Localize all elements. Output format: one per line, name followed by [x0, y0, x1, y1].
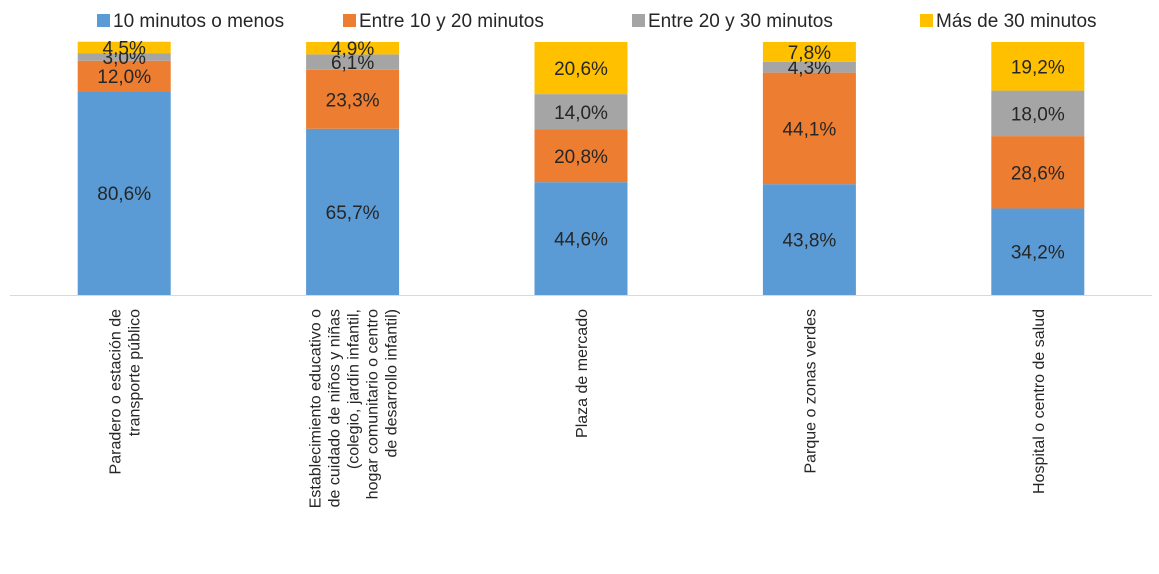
- data-label: 7,8%: [788, 43, 831, 64]
- bar-segment: [991, 42, 1085, 91]
- bar-segment: [77, 41, 171, 54]
- data-label: 44,6%: [554, 230, 608, 251]
- bar-segment: [762, 72, 856, 185]
- bar-segment: [77, 53, 171, 61]
- data-label: 23,3%: [326, 90, 380, 111]
- bar-segment: [306, 54, 400, 70]
- legend-label: Más de 30 minutos: [936, 11, 1097, 32]
- legend-swatch: [920, 14, 933, 27]
- data-label: 80,6%: [97, 184, 151, 205]
- data-label: 12,0%: [97, 67, 151, 88]
- bar-segment: [762, 184, 856, 295]
- legend-label: Entre 20 y 30 minutos: [648, 11, 833, 32]
- data-label: 43,8%: [782, 231, 836, 252]
- bar-segment: [991, 90, 1085, 137]
- bar-segment: [306, 42, 400, 55]
- data-label: 19,2%: [1011, 57, 1065, 78]
- bar-segment: [991, 136, 1085, 209]
- data-label: 28,6%: [1011, 163, 1065, 184]
- category-tick-label: Parque o zonas verdes: [802, 309, 819, 474]
- category-tick-label: hogar comunitario o centro: [365, 309, 382, 499]
- category-tick-label: de desarrollo infantil): [384, 309, 401, 458]
- legend-swatch: [632, 14, 645, 27]
- category-tick-label: de cuidado de niños y niñas: [327, 309, 344, 507]
- bar-segment: [534, 94, 628, 130]
- data-label: 18,0%: [1011, 104, 1065, 125]
- bar-segment: [77, 60, 171, 92]
- legend-swatch: [97, 14, 110, 27]
- data-label: 65,7%: [326, 203, 380, 224]
- category-tick-label: transporte público: [127, 309, 144, 436]
- bar-segment: [762, 42, 856, 62]
- data-label: 4,3%: [788, 58, 831, 79]
- data-label: 44,1%: [782, 119, 836, 140]
- category-tick-label: Establecimiento educativo o: [308, 309, 325, 508]
- data-label: 4,5%: [103, 38, 146, 59]
- legend-swatch: [343, 14, 356, 27]
- category-tick-label: Hospital o centro de salud: [1031, 309, 1048, 494]
- bar-segment: [534, 42, 628, 95]
- bar-segment: [991, 208, 1085, 295]
- bar-segment: [534, 129, 628, 183]
- data-label: 6,1%: [331, 53, 374, 74]
- data-label: 14,0%: [554, 103, 608, 124]
- data-label: 20,6%: [554, 59, 608, 80]
- legend-label: Entre 10 y 20 minutos: [359, 11, 544, 32]
- data-label: 4,9%: [331, 39, 374, 60]
- category-tick-label: Plaza de mercado: [574, 309, 591, 438]
- bar-segment: [762, 61, 856, 73]
- data-label: 3,0%: [103, 48, 146, 69]
- data-label: 20,8%: [554, 147, 608, 168]
- bar-segment: [77, 91, 171, 295]
- bar-segment: [306, 128, 400, 295]
- category-tick-label: (colegio, jardín infantil,: [346, 309, 363, 469]
- category-tick-label: Paradero o estación de: [108, 309, 125, 475]
- bar-segment: [534, 182, 628, 295]
- data-label: 34,2%: [1011, 243, 1065, 264]
- legend-label: 10 minutos o menos: [113, 11, 284, 32]
- bar-segment: [306, 69, 400, 129]
